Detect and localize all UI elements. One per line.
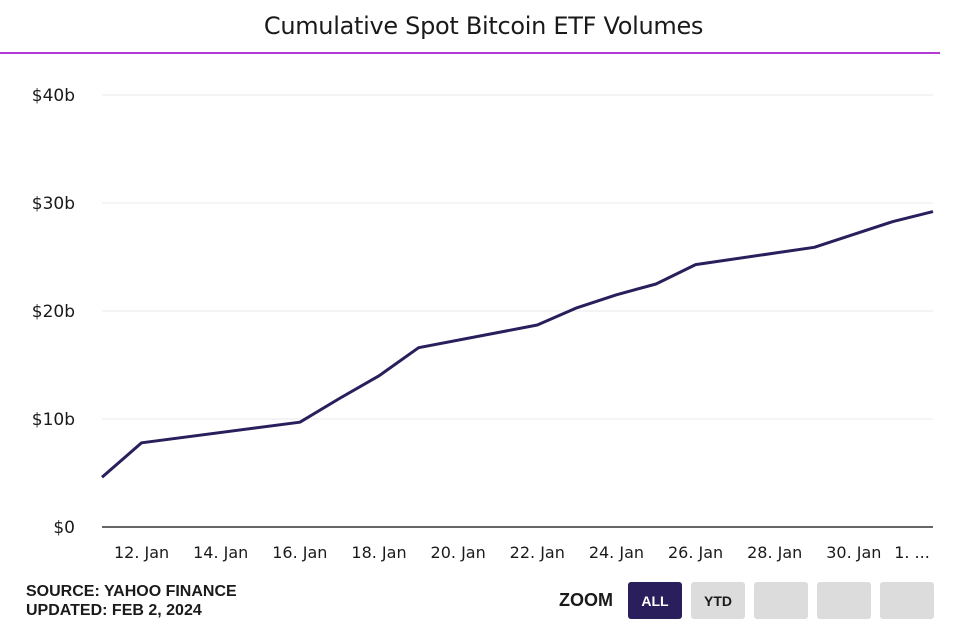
x-tick-label: 1. ... (894, 543, 930, 562)
x-tick-label: 16. Jan (272, 543, 327, 562)
x-tick-label: 18. Jan (351, 543, 406, 562)
x-tick-label: 12. Jan (114, 543, 169, 562)
grid-lines (102, 94, 933, 420)
title-divider (0, 52, 940, 54)
x-tick-label: 26. Jan (668, 543, 723, 562)
y-tick-label: $0 (53, 518, 75, 538)
zoom-label: ZOOM (559, 590, 613, 610)
zoom-option-button[interactable] (817, 582, 871, 619)
source-text: SOURCE: YAHOO FINANCE (26, 583, 237, 600)
chart-title: Cumulative Spot Bitcoin ETF Volumes (263, 12, 704, 40)
zoom-ytd-button[interactable]: YTD (691, 582, 745, 619)
x-tick-label: 28. Jan (747, 543, 802, 562)
zoom-option-button[interactable] (880, 582, 934, 619)
x-tick-label: 24. Jan (589, 543, 644, 562)
y-tick-label: $30b (32, 194, 75, 214)
source-note: SOURCE: YAHOO FINANCE UPDATED: FEB 2, 20… (26, 582, 237, 620)
x-tick-label: 14. Jan (193, 543, 248, 562)
x-tick-label: 20. Jan (431, 543, 486, 562)
x-tick-label: 22. Jan (510, 543, 565, 562)
x-axis-ticks: 12. Jan 14. Jan 16. Jan 18. Jan 20. Jan 22. J… (114, 543, 930, 562)
updated-text: UPDATED: FEB 2, 2024 (26, 602, 202, 619)
series-line[interactable] (101, 210, 934, 479)
x-tick-label: 30. Jan (826, 543, 881, 562)
zoom-option-button[interactable] (754, 582, 808, 619)
y-axis-ticks: $0 $10b $20b $30b $40b (32, 86, 75, 538)
zoom-all-button[interactable]: ALL (628, 582, 682, 619)
y-tick-label: $20b (32, 302, 75, 322)
y-tick-label: $40b (32, 86, 75, 106)
line-chart: $0 $10b $20b $30b $40b 12. Jan 14. Jan 16. Jan… (32, 86, 934, 562)
y-tick-label: $10b (32, 410, 75, 430)
